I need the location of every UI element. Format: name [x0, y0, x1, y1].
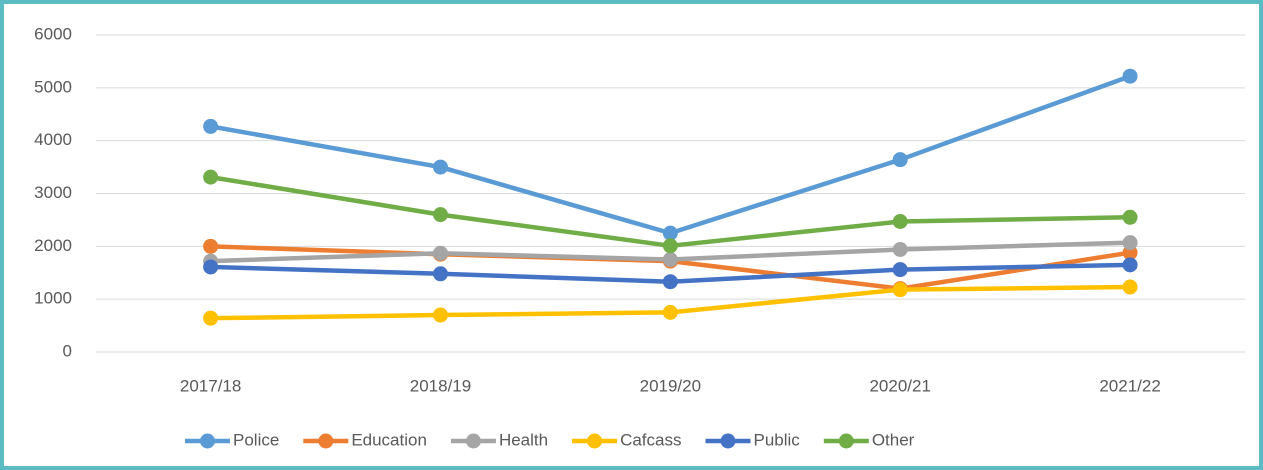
x-tick-label: 2021/22	[1099, 376, 1160, 395]
data-point	[432, 159, 448, 175]
legend-label: Other	[872, 430, 915, 449]
data-point	[892, 152, 908, 168]
y-tick-label: 4000	[34, 130, 72, 149]
y-tick-label: 3000	[34, 183, 72, 202]
data-point	[1122, 68, 1138, 84]
data-point	[892, 282, 908, 298]
data-point	[432, 207, 448, 223]
legend-label: Public	[754, 430, 801, 449]
data-point	[432, 266, 448, 282]
legend-marker	[318, 433, 334, 449]
x-tick-label: 2020/21	[869, 376, 930, 395]
data-point	[203, 310, 219, 326]
legend-marker	[838, 433, 854, 449]
data-point	[203, 118, 219, 134]
legend-marker	[587, 433, 603, 449]
y-tick-label: 6000	[34, 24, 72, 43]
data-point	[662, 304, 678, 320]
data-point	[203, 238, 219, 254]
data-point	[892, 214, 908, 230]
legend-label: Education	[351, 430, 427, 449]
data-point	[1122, 235, 1138, 251]
legend-marker	[465, 433, 481, 449]
x-tick-label: 2018/19	[410, 376, 471, 395]
data-point	[892, 262, 908, 278]
legend-label: Cafcass	[620, 430, 681, 449]
data-point	[662, 225, 678, 241]
legend-label: Health	[499, 430, 548, 449]
y-tick-label: 2000	[34, 236, 72, 255]
data-point	[892, 242, 908, 258]
data-point	[432, 307, 448, 323]
legend-marker	[200, 433, 215, 449]
legend-marker	[720, 433, 736, 449]
x-tick-label: 2019/20	[640, 376, 701, 395]
y-tick-label: 0	[63, 341, 72, 360]
data-point	[662, 252, 678, 268]
data-point	[203, 259, 219, 275]
data-point	[203, 169, 219, 185]
x-tick-label: 2017/18	[180, 376, 241, 395]
data-point	[1122, 209, 1138, 225]
y-tick-label: 1000	[34, 289, 72, 308]
data-point	[1122, 257, 1138, 273]
y-tick-label: 5000	[34, 77, 72, 96]
legend-label: Police	[233, 430, 279, 449]
data-point	[432, 245, 448, 261]
data-point	[1122, 279, 1138, 295]
data-point	[662, 238, 678, 254]
data-point	[662, 274, 678, 290]
